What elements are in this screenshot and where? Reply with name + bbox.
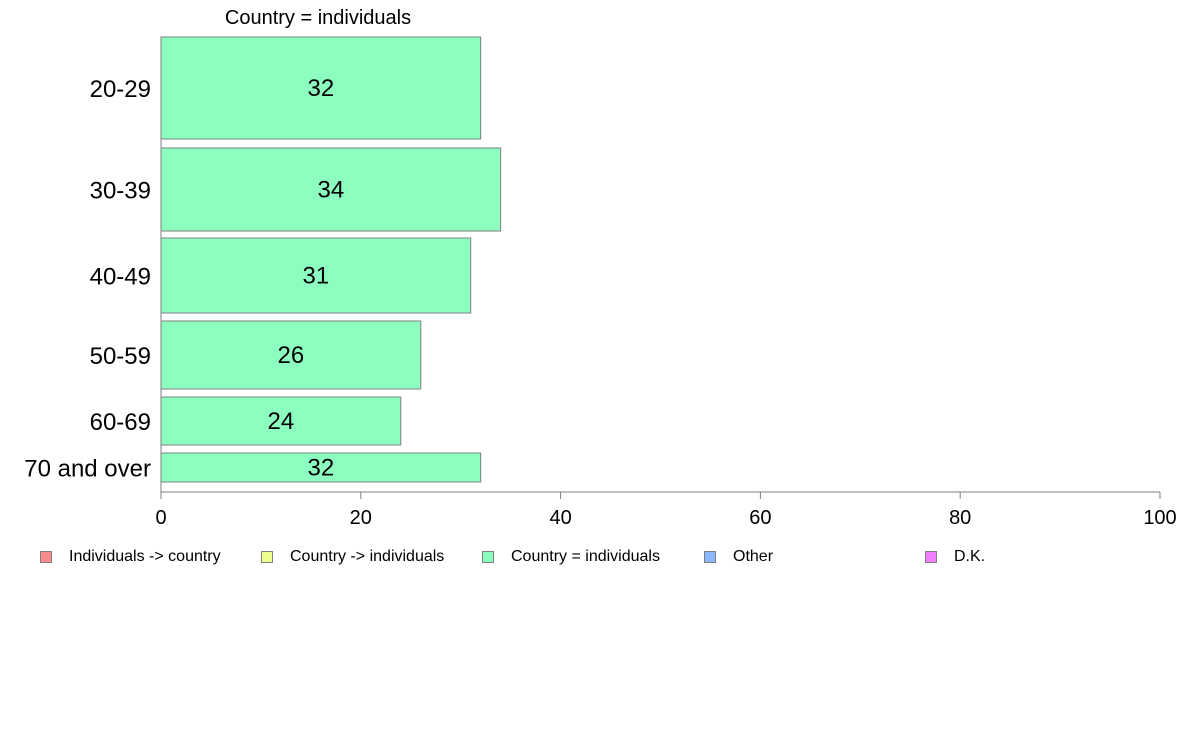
bars-group: 32 20-29 34 30-39 31 40-49 26 50-59 24 60-69 32 70 … (24, 36, 502, 483)
legend-label: Country -> individuals (290, 548, 445, 565)
data-label-20-29: 32 (307, 75, 334, 102)
category-label-20-29: 20-29 (90, 76, 151, 103)
data-label-60-69: 24 (268, 408, 295, 435)
category-label-50-59: 50-59 (90, 343, 151, 370)
bar-chart: Country = individuals 32 20-29 34 30-39 31 40… (24, 7, 1177, 529)
category-label-40-49: 40-49 (90, 264, 151, 291)
legend-swatch (261, 551, 273, 563)
legend-label: D.K. (954, 548, 986, 565)
bar-50-59 (160, 320, 422, 390)
legend-item-dk: D.K. (925, 547, 985, 567)
legend-swatch (482, 551, 494, 563)
legend-label: Other (733, 548, 774, 565)
category-label-60-69: 60-69 (90, 409, 151, 436)
bar-20-29 (160, 36, 482, 140)
x-tick-label: 100 (1143, 507, 1176, 529)
legend-swatch (925, 551, 937, 563)
chart-title: Country = individuals (225, 7, 411, 29)
bar-40-49 (160, 237, 472, 314)
x-tick-label: 0 (155, 507, 166, 529)
bar-60-69 (160, 396, 402, 446)
legend-item-country-individuals: Country -> individuals (261, 547, 444, 567)
category-label-30-39: 30-39 (90, 178, 151, 205)
legend-item-individuals-country: Individuals -> country (40, 547, 221, 567)
x-tick-label: 40 (549, 507, 571, 529)
legend-label: Individuals -> country (69, 548, 221, 565)
bar-30-39 (160, 147, 502, 232)
legend-swatch (40, 551, 52, 563)
x-tick-label: 20 (350, 507, 372, 529)
x-tick-label: 80 (949, 507, 971, 529)
data-label-40-49: 31 (302, 263, 329, 290)
legend-label: Country = individuals (511, 548, 660, 565)
x-axis: 0 20 40 60 80 100 (155, 37, 1177, 529)
data-label-70-and-over: 32 (307, 455, 334, 482)
x-tick-label: 60 (749, 507, 771, 529)
legend-item-other: Other (704, 547, 773, 567)
legend: Individuals -> country Country -> indivi… (0, 547, 1188, 567)
legend-item-country-equals-individuals: Country = individuals (482, 547, 660, 567)
category-label-70-and-over: 70 and over (24, 456, 151, 483)
legend-swatch (704, 551, 716, 563)
data-label-50-59: 26 (278, 342, 305, 369)
data-label-30-39: 34 (317, 177, 344, 204)
